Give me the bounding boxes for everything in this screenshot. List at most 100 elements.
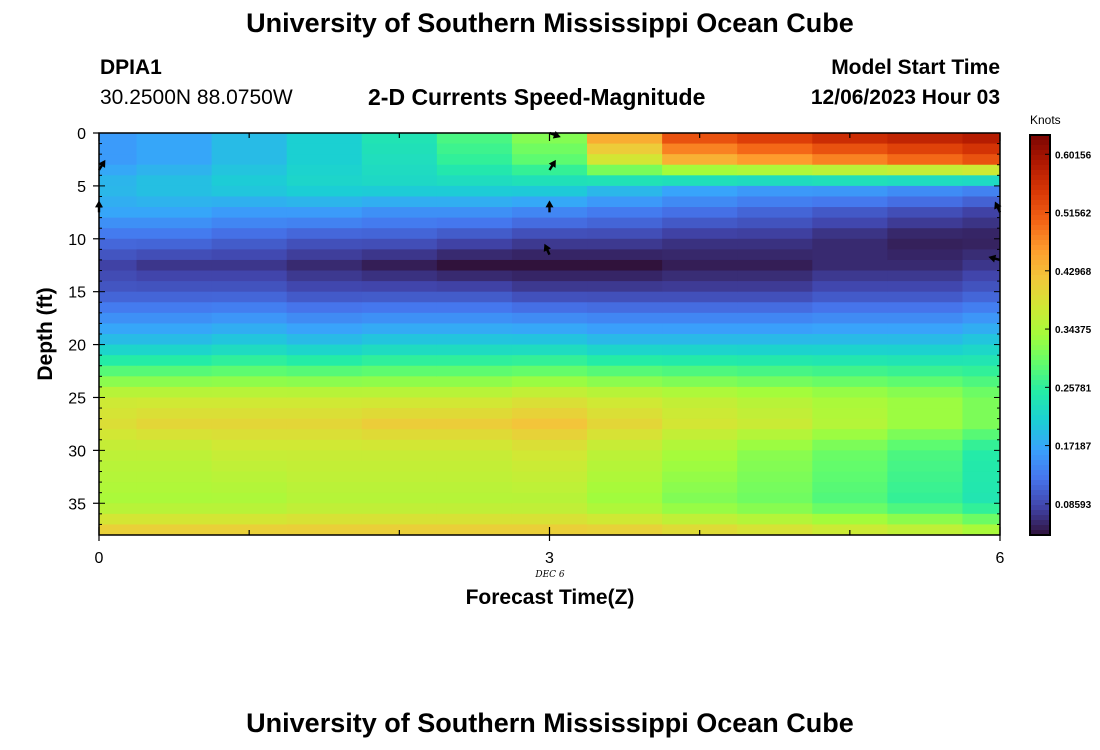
- heatmap-cell: [812, 344, 888, 356]
- heatmap-cell: [962, 133, 1000, 145]
- heatmap-cell: [99, 238, 138, 250]
- heatmap-cell: [962, 429, 1000, 441]
- colorbar-tick-label: 0.51562: [1055, 209, 1092, 220]
- colorbar-swatch: [1030, 285, 1050, 291]
- heatmap-cell: [211, 418, 288, 430]
- colorbar-swatch: [1030, 260, 1050, 266]
- heatmap-cell: [99, 291, 138, 303]
- heatmap-cell: [962, 471, 1000, 483]
- heatmap-cell: [136, 471, 213, 483]
- heatmap-cell: [812, 439, 888, 451]
- x-tick-label: 0: [95, 550, 104, 567]
- heatmap-cell: [812, 259, 888, 272]
- colorbar-swatch: [1030, 440, 1050, 446]
- heatmap-cell: [361, 376, 438, 388]
- heatmap-cell: [662, 334, 738, 346]
- heatmap-cell: [662, 249, 738, 261]
- heatmap-cell: [136, 355, 213, 367]
- heatmap-cell: [286, 291, 363, 303]
- colorbar-swatch: [1030, 160, 1050, 166]
- heatmap-cell: [587, 302, 663, 314]
- heatmap-cell: [436, 185, 513, 198]
- heatmap-cell: [662, 386, 738, 399]
- heatmap-cell: [436, 482, 513, 494]
- colorbar-swatch: [1030, 425, 1050, 431]
- heatmap-cell: [587, 185, 663, 198]
- heatmap-cell: [962, 196, 1000, 208]
- colorbar-swatch: [1030, 290, 1050, 296]
- heatmap-cell: [286, 217, 363, 229]
- heatmap-cell: [812, 249, 888, 261]
- heatmap-cell: [662, 471, 738, 483]
- colorbar-swatch: [1030, 135, 1050, 141]
- heatmap-cell: [511, 397, 588, 409]
- colorbar-swatch: [1030, 335, 1050, 341]
- heatmap-cell: [511, 450, 588, 462]
- heatmap-cell: [962, 228, 1000, 240]
- colorbar-swatch: [1030, 400, 1050, 406]
- heatmap-cell: [286, 207, 363, 219]
- heatmap-cell: [99, 312, 138, 325]
- heatmap-cell: [812, 196, 888, 208]
- heatmap-cell: [436, 524, 513, 535]
- heatmap-cell: [286, 334, 363, 346]
- heatmap-cell: [511, 482, 588, 494]
- heatmap-cell: [99, 133, 138, 145]
- heatmap-cell: [511, 185, 588, 198]
- heatmap-cell: [587, 503, 663, 515]
- heatmap-cell: [211, 492, 288, 504]
- heatmap-cell: [587, 429, 663, 441]
- heatmap-cell: [436, 291, 513, 303]
- heatmap-cell: [587, 460, 663, 473]
- heatmap-cell: [99, 175, 138, 187]
- heatmap-cell: [99, 503, 138, 515]
- colorbar-frame: [1029, 134, 1051, 536]
- heatmap-cell: [99, 471, 138, 483]
- heatmap-cell: [587, 344, 663, 356]
- heatmap-cell: [662, 344, 738, 356]
- colorbar-swatch: [1030, 500, 1050, 506]
- heatmap-cell: [511, 291, 588, 303]
- heatmap-cell: [136, 281, 213, 293]
- heatmap-cell: [737, 291, 813, 303]
- heatmap-cell: [99, 460, 138, 473]
- colorbar-swatch: [1030, 170, 1050, 176]
- colorbar-swatch: [1030, 350, 1050, 356]
- heatmap-cell: [511, 344, 588, 356]
- heatmap-cell: [737, 460, 813, 473]
- heatmap-cell: [662, 281, 738, 293]
- heatmap-cell: [436, 281, 513, 293]
- heatmap-cell: [737, 376, 813, 388]
- heatmap-cell: [136, 228, 213, 240]
- heatmap-cell: [962, 397, 1000, 409]
- heatmap-cell: [962, 355, 1000, 367]
- heatmap-cell: [587, 365, 663, 377]
- colorbar-swatch: [1030, 530, 1050, 536]
- heatmap-cell: [662, 503, 738, 515]
- heatmap-cell: [511, 365, 588, 377]
- heatmap-cell: [211, 524, 288, 535]
- heatmap-cell: [511, 355, 588, 367]
- heatmap-cell: [812, 365, 888, 377]
- heatmap-cell: [737, 228, 813, 240]
- heatmap-cell: [436, 154, 513, 166]
- model-start-time: 12/06/2023 Hour 03: [810, 86, 1000, 109]
- x-tick-label: 3: [545, 550, 554, 567]
- heatmap-cell: [211, 439, 288, 451]
- heatmap-cell: [211, 312, 288, 325]
- heatmap-cell: [812, 450, 888, 462]
- heatmap-cell: [436, 429, 513, 441]
- heatmap-cell: [587, 175, 663, 187]
- heatmap-cell: [587, 439, 663, 451]
- heatmap-cell: [962, 270, 1000, 282]
- heatmap-cell: [587, 323, 663, 335]
- colorbar-swatch: [1030, 435, 1050, 441]
- heatmap-cell: [887, 270, 964, 282]
- heatmap-cell: [887, 164, 964, 176]
- heatmap-cell: [136, 312, 213, 325]
- heatmap-cell: [662, 323, 738, 335]
- heatmap-cell: [361, 482, 438, 494]
- x-axis-label: Forecast Time(Z): [466, 586, 635, 609]
- heatmap-cell: [887, 450, 964, 462]
